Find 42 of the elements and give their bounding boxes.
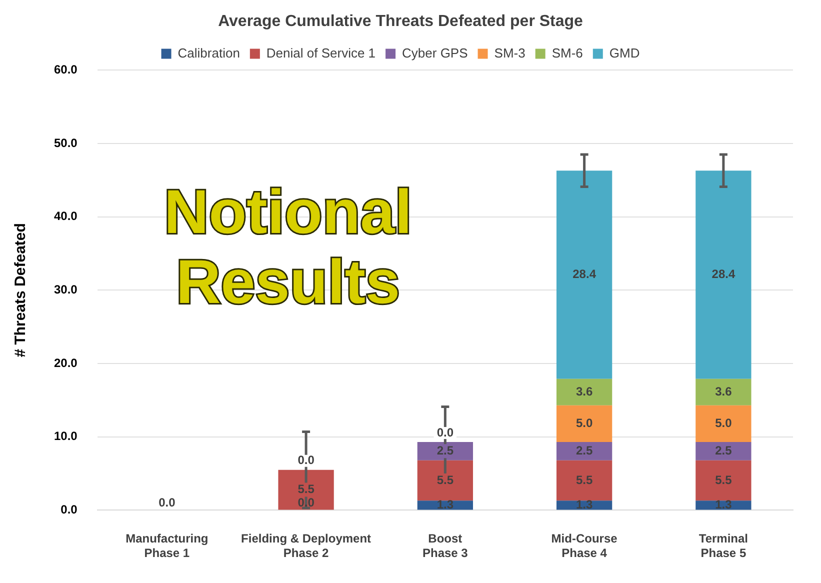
legend-label: Cyber GPS [402,45,468,60]
data-label: 1.3 [715,497,732,512]
y-axis-title: # Threats Defeated [12,223,30,358]
legend-label: Denial of Service 1 [266,45,376,60]
chart-title: Average Cumulative Threats Defeated per Stage [218,13,584,30]
x-tick-label: Terminal Phase 5 [698,532,748,560]
data-label: 5.5 [298,482,315,496]
data-label: 0.0 [436,425,454,440]
legend-label: SM-3 [494,45,526,60]
data-label: 5.0 [715,416,732,430]
x-tick-label: Fielding & Deployment Phase 2 [241,532,372,560]
data-label: 3.6 [576,384,593,398]
y-tick-label: 50.0 [54,136,78,150]
x-tick-label: Mid-Course Phase 4 [551,532,618,560]
y-tick-label: 10.0 [54,429,78,444]
data-label: 0.0 [298,453,315,468]
bar [556,170,612,379]
legend-label: GMD [609,45,640,60]
x-tick-label: Manufacturing Phase 1 [126,532,208,560]
data-label: 0.0 [158,496,176,510]
y-tick-label: 20.0 [54,356,78,370]
legend-label: SM-6 [552,45,583,60]
legend-label: Calibration [178,45,240,60]
data-label: 2.5 [576,443,593,458]
data-label: 5.5 [436,472,454,487]
data-label: 3.6 [715,384,732,398]
y-tick-label: 30.0 [54,282,78,297]
data-label: 5.5 [576,472,593,487]
bar [696,170,752,379]
y-tick-label: 0.0 [60,502,78,517]
data-label: 2.5 [715,443,732,458]
data-label: 5.0 [576,416,593,430]
data-label: 28.4 [572,267,596,282]
y-tick-label: 60.0 [54,62,78,77]
x-tick-label: Boost Phase 3 [422,532,468,560]
y-tick-label: 40.0 [54,209,78,224]
data-label: 1.3 [576,497,593,512]
annotation: Notional Results [163,178,413,318]
data-label: 28.4 [712,267,736,282]
data-label: 2.5 [436,443,454,458]
data-label: 5.5 [715,472,732,487]
data-label: 1.3 [436,497,454,512]
